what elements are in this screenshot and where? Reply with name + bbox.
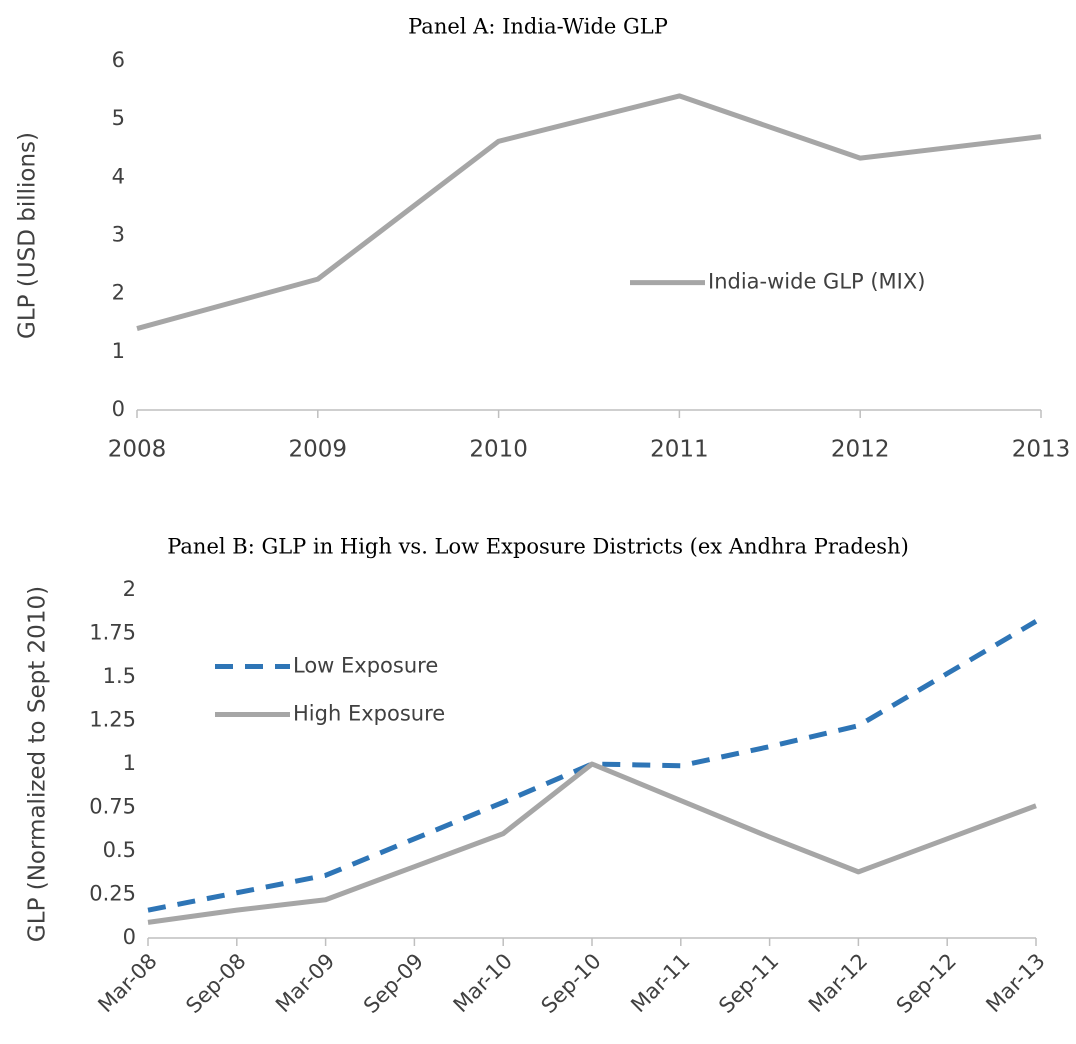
legend-label: India-wide GLP (MIX) [708, 270, 925, 294]
y-tick-label: 0 [123, 925, 136, 949]
x-tick-label: Mar-13 [981, 949, 1049, 1017]
y-axis-label: GLP (Normalized to Sept 2010) [25, 586, 51, 942]
series-line [147, 761, 1037, 925]
y-tick-label: 1.25 [89, 708, 136, 732]
x-tick-label: Mar-12 [804, 949, 872, 1017]
x-tick-label: Mar-08 [93, 949, 161, 1017]
chart-title: Panel B: GLP in High vs. Low Exposure Di… [167, 535, 909, 559]
y-tick-label: 1 [112, 339, 125, 363]
series-line [136, 93, 1042, 331]
x-tick-label: 2008 [108, 437, 167, 463]
y-tick-label: 5 [112, 106, 125, 130]
y-tick-label: 0.75 [89, 795, 136, 819]
x-tick-label: Mar-09 [271, 949, 339, 1017]
chart-title: Panel A: India-Wide GLP [408, 15, 668, 39]
y-tick-label: 1.75 [89, 621, 136, 645]
y-tick-label: 0.5 [103, 838, 136, 862]
x-tick-label: Sep-10 [537, 949, 606, 1018]
x-tick-label: Sep-12 [892, 949, 961, 1018]
y-axis-label: GLP (USD billions) [15, 132, 41, 339]
y-tick-label: 1.5 [103, 664, 136, 688]
x-tick-label: Mar-11 [626, 949, 694, 1017]
x-tick-label: 2012 [831, 437, 890, 463]
y-tick-label: 2 [123, 577, 136, 601]
y-tick-label: 0.25 [89, 882, 136, 906]
legend-label: Low Exposure [293, 654, 438, 678]
y-tick-label: 1 [123, 751, 136, 775]
x-tick-label: Sep-09 [359, 949, 428, 1018]
x-tick-label: Mar-10 [449, 949, 517, 1017]
y-tick-label: 2 [112, 281, 125, 305]
x-tick-label: 2010 [469, 437, 528, 463]
y-tick-label: 3 [112, 223, 125, 247]
y-tick-label: 4 [112, 164, 125, 188]
legend-label: High Exposure [293, 702, 445, 726]
series-line [147, 619, 1038, 913]
x-tick-label: 2011 [650, 437, 709, 463]
x-tick-label: Sep-11 [714, 949, 783, 1018]
x-tick-label: Sep-08 [181, 949, 250, 1018]
x-tick-label: 2013 [1012, 437, 1071, 463]
y-tick-label: 0 [112, 397, 125, 421]
y-tick-label: 6 [112, 48, 125, 72]
x-tick-label: 2009 [289, 437, 348, 463]
